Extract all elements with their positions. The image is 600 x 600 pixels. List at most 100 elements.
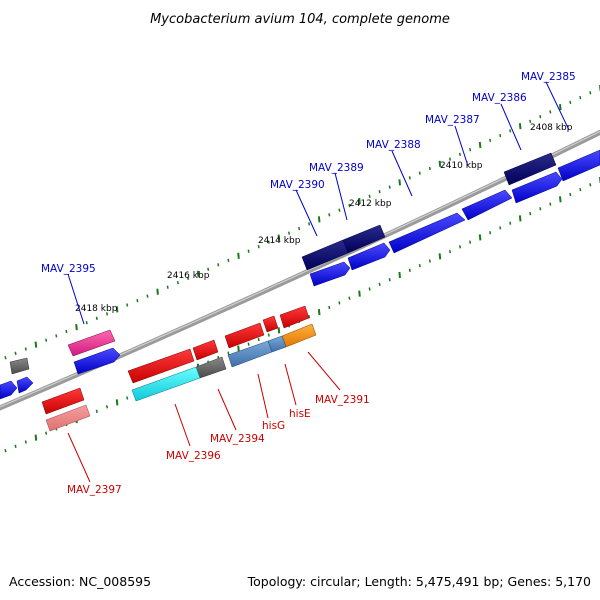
major-tick	[237, 345, 240, 352]
minor-tick	[549, 202, 552, 206]
gene-forward-inner-6[interactable]	[16, 376, 34, 394]
kbp-label-2418: 2418 kbp	[75, 304, 118, 314]
gene-red-near-3[interactable]	[224, 322, 265, 349]
minor-tick	[14, 351, 17, 355]
minor-tick	[257, 337, 260, 342]
gene-forward-inner-2[interactable]	[347, 242, 391, 271]
major-tick	[196, 270, 200, 277]
minor-tick	[328, 213, 331, 217]
gene-forward-inner-1[interactable]	[309, 261, 351, 287]
gene-row-forward-outer	[9, 149, 600, 375]
kbp-label-2416: 2416 kbp	[167, 271, 210, 281]
major-tick	[277, 327, 281, 334]
minor-tick	[4, 449, 7, 453]
gene-mav-2385[interactable]	[503, 152, 557, 186]
genome-summary-text: Topology: circular; Length: 5,475,491 bp…	[247, 574, 591, 589]
gene-mav-2386[interactable]	[557, 149, 600, 182]
minor-tick	[589, 91, 592, 95]
minor-tick	[45, 338, 48, 342]
major-tick	[478, 141, 482, 149]
minor-tick	[14, 444, 17, 448]
leader-lines-reverse	[67, 351, 341, 483]
minor-tick	[378, 190, 381, 194]
gene-red-near-4[interactable]	[192, 339, 219, 361]
minor-tick	[368, 194, 371, 198]
minor-tick	[539, 115, 542, 119]
minor-tick	[448, 157, 452, 161]
minor-tick	[227, 351, 230, 355]
major-tick	[75, 324, 78, 331]
map-title: Mycobacterium avium 104, complete genome	[150, 12, 450, 27]
minor-tick	[338, 301, 341, 305]
minor-tick	[105, 405, 109, 409]
gene-forward-inner-4[interactable]	[73, 347, 121, 375]
minor-tick	[408, 268, 411, 272]
minor-tick	[4, 356, 7, 360]
major-tick	[317, 309, 321, 316]
minor-tick	[146, 294, 149, 298]
gene-label-hise: hisE	[289, 408, 311, 420]
minor-tick	[569, 100, 572, 105]
major-tick	[398, 271, 401, 279]
gene-label-hisg: hisG	[262, 420, 285, 432]
gene-label-mav-2394: MAV_2394	[210, 433, 265, 445]
major-tick	[34, 434, 38, 441]
leader-lines-forward	[67, 81, 570, 325]
minor-tick	[499, 226, 502, 230]
gene-red-far-left[interactable]	[41, 387, 85, 415]
minor-tick	[489, 138, 492, 142]
gene-label-mav-2385: MAV_2385	[521, 71, 576, 83]
gene-forward-inner-3[interactable]	[511, 171, 563, 204]
minor-tick	[45, 431, 48, 435]
gene-mav-2396-red[interactable]	[127, 348, 195, 384]
gene-red-near-2[interactable]	[262, 315, 279, 333]
accession-text: Accession: NC_008595	[9, 574, 151, 589]
major-tick	[559, 104, 562, 111]
minor-tick	[338, 208, 341, 212]
gene-mav-2397[interactable]	[45, 404, 91, 432]
gene-mav-2396[interactable]	[131, 366, 201, 402]
minor-tick	[95, 316, 98, 320]
gene-gray-left[interactable]	[9, 357, 30, 375]
minor-tick	[489, 231, 492, 235]
gene-mav-2387[interactable]	[461, 189, 513, 221]
minor-tick	[308, 315, 311, 319]
minor-tick	[458, 245, 462, 249]
gene-mav-2395[interactable]	[67, 329, 116, 357]
major-tick	[34, 341, 38, 348]
gene-row-reverse-inner	[41, 305, 310, 415]
minor-tick	[247, 249, 250, 253]
minor-tick	[348, 296, 351, 300]
major-tick	[115, 306, 119, 313]
gene-mav-2391[interactable]	[281, 323, 317, 348]
gene-mav-2388[interactable]	[388, 212, 466, 254]
minor-tick	[217, 263, 220, 267]
gene-mav-2390[interactable]	[301, 239, 349, 271]
gene-label-mav-2397: MAV_2397	[67, 484, 122, 496]
minor-tick	[105, 312, 109, 316]
gene-mav-2394[interactable]	[195, 356, 227, 379]
major-tick	[115, 399, 119, 406]
minor-tick	[247, 342, 250, 346]
minor-tick	[95, 409, 98, 413]
gene-label-mav-2396: MAV_2396	[166, 450, 221, 462]
gene-red-near-1[interactable]	[279, 305, 310, 329]
minor-tick	[24, 440, 27, 444]
minor-tick	[549, 110, 552, 114]
major-tick	[478, 234, 482, 241]
minor-tick	[469, 148, 472, 152]
minor-tick	[458, 152, 462, 157]
gene-hisg[interactable]	[227, 340, 273, 368]
minor-tick	[267, 240, 270, 244]
major-tick	[358, 290, 361, 297]
minor-tick	[589, 183, 592, 187]
gene-label-mav-2386: MAV_2386	[472, 92, 527, 104]
major-tick	[237, 252, 240, 259]
minor-tick	[418, 263, 421, 268]
gene-row-forward-inner	[0, 171, 563, 400]
minor-tick	[428, 259, 431, 263]
minor-tick	[469, 240, 472, 244]
minor-tick	[176, 281, 179, 285]
gene-forward-inner-5[interactable]	[0, 380, 18, 400]
